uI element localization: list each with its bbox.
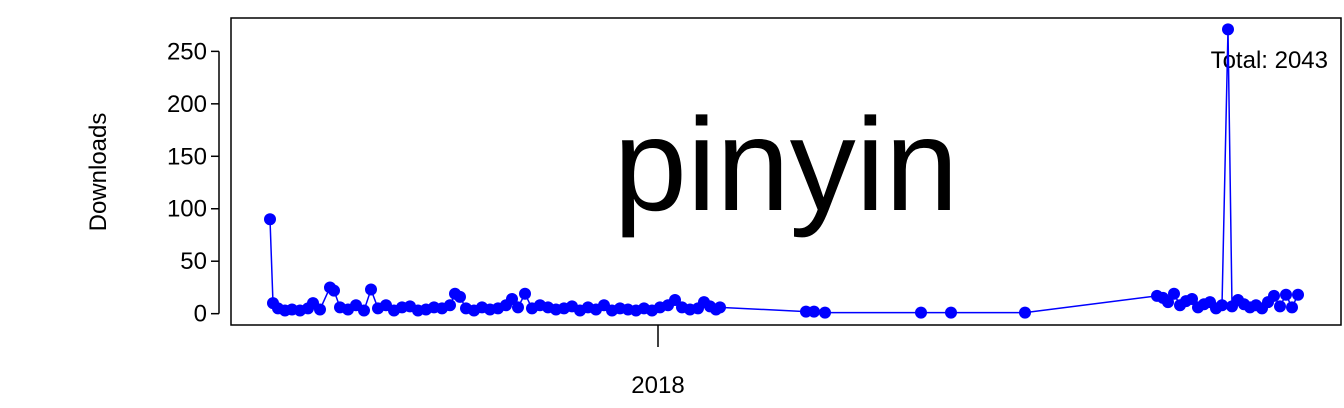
data-point [714,301,726,314]
data-point [1186,292,1198,305]
data-point [915,306,927,319]
data-point [454,290,466,303]
y-tick-label: 150 [167,143,207,170]
data-point [444,299,456,312]
data-point [1168,287,1180,300]
annotation: Total: 2043 [1211,47,1328,74]
y-tick-label: 200 [167,91,207,118]
data-point [512,301,524,314]
data-point [1292,288,1304,301]
data-point [1280,288,1292,301]
data-point [1268,289,1280,302]
y-axis-label: Downloads [85,113,112,232]
data-point [1222,23,1234,36]
data-point [506,292,518,305]
data-point [328,284,340,297]
data-point [314,303,326,316]
data-point [1274,300,1286,313]
data-point [1216,299,1228,312]
data-point [358,304,370,317]
data-point [1162,296,1174,309]
data-point [808,305,820,318]
x-tick-label: 2018 [631,372,684,399]
data-point [264,213,276,226]
y-tick-label: 50 [180,248,207,275]
data-point [945,306,957,319]
data-point [365,283,377,296]
watermark: pinyin [614,91,959,238]
data-point [519,287,531,300]
data-point [819,306,831,319]
data-point [1019,306,1031,319]
data-point [1286,301,1298,314]
y-tick-label: 0 [194,301,207,328]
y-tick-label: 100 [167,196,207,223]
y-tick-label: 250 [167,38,207,65]
plot-frame [230,17,1342,326]
